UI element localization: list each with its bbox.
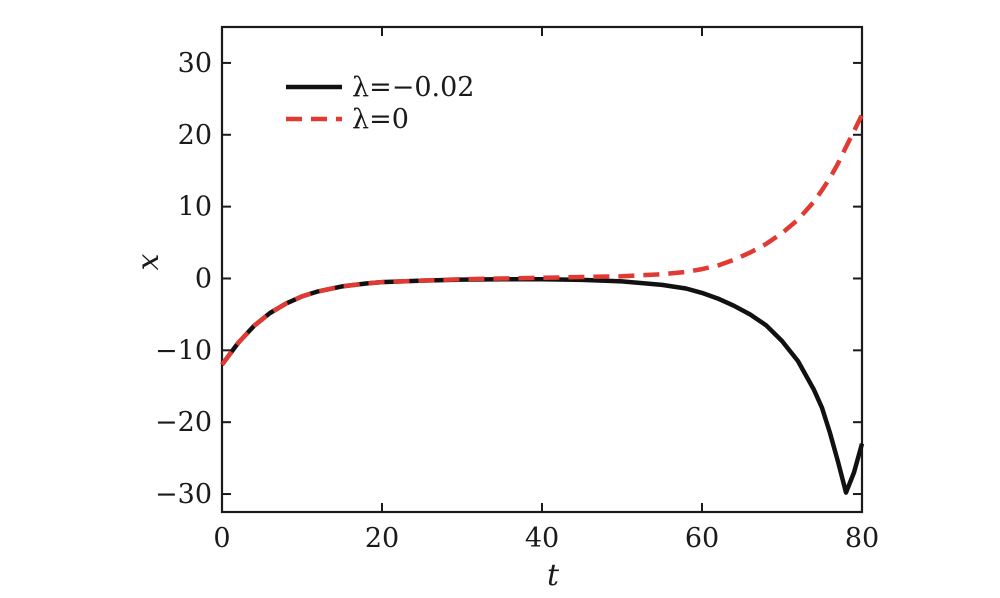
- series-line-2: [220, 113, 865, 367]
- x-tick-label: 80: [845, 523, 879, 554]
- y-tick-label: 0: [195, 263, 212, 294]
- series-group: [220, 113, 865, 495]
- tick-group: [221, 27, 863, 512]
- tick-label-group: 0 20 40 60 80 −30 −20 −10 0 10 20 30: [155, 48, 879, 554]
- series-line-1: [220, 276, 865, 495]
- x-tick-label: 60: [685, 523, 719, 554]
- x-tick-label: 20: [365, 523, 399, 554]
- legend-label-1: λ=−0.02: [352, 72, 474, 103]
- legend-label-2: λ=0: [352, 104, 409, 135]
- legend: λ=−0.02λ=0: [286, 72, 474, 135]
- x-tick-label: 0: [213, 523, 230, 554]
- y-tick-label: −10: [155, 335, 212, 366]
- y-tick-label: −30: [155, 479, 212, 510]
- y-tick-label: 20: [178, 120, 212, 151]
- y-tick-label: 30: [178, 48, 212, 79]
- x-axis-label: t: [547, 558, 560, 593]
- y-tick-label: 10: [178, 192, 212, 223]
- y-axis-label: x: [131, 253, 166, 270]
- x-tick-label: 40: [525, 523, 559, 554]
- y-tick-label: −20: [155, 407, 212, 438]
- plot-frame: [220, 25, 864, 514]
